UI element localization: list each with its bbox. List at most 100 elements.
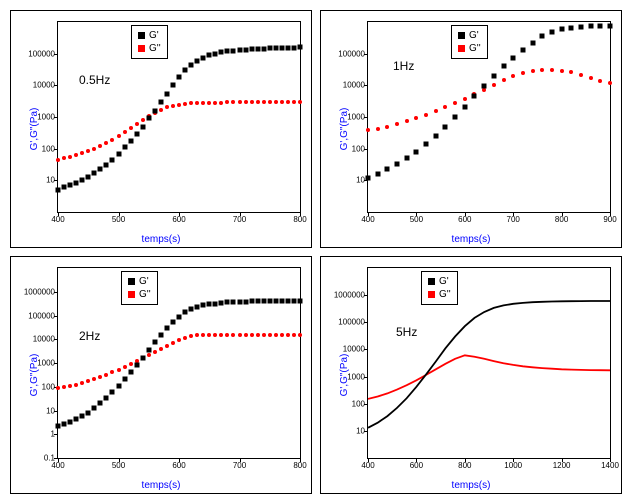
series-g2-marker (434, 109, 438, 113)
square-icon (458, 45, 465, 52)
series-g2-marker (171, 104, 175, 108)
series-g2-marker (225, 333, 229, 337)
series-g2-marker (183, 336, 187, 340)
series-g1-marker (189, 307, 194, 312)
series-g2-marker (117, 368, 121, 372)
series-g1-marker (164, 326, 169, 331)
series-g2-marker (201, 101, 205, 105)
x-axis-label: temps(s) (452, 480, 491, 491)
series-g1-marker (86, 174, 91, 179)
legend-label-g2: G'' (439, 288, 451, 301)
series-g1-marker (140, 124, 145, 129)
series-g1-marker (189, 62, 194, 67)
series-g2-marker (62, 156, 66, 160)
y-axis-label: G',G"(Pa) (339, 354, 350, 397)
legend-label-g1: G' (469, 29, 479, 42)
series-g2-marker (405, 119, 409, 123)
series-g2-marker (256, 100, 260, 104)
series-g1-marker (491, 73, 496, 78)
y-axis-label: G',G"(Pa) (29, 354, 40, 397)
series-g1-marker (279, 45, 284, 50)
series-g1-marker (249, 47, 254, 52)
y-tick-label: 1000000 (334, 291, 368, 300)
figure-grid: 10100100010000100000400500600700800G',G"… (10, 10, 622, 494)
series-g1-marker (213, 301, 218, 306)
series-g2-marker (292, 100, 296, 104)
series-g1-marker (219, 300, 224, 305)
series-g1-marker (243, 47, 248, 52)
series-g2-marker (424, 113, 428, 117)
legend-label-g2: G'' (149, 42, 161, 55)
series-g1-marker (158, 333, 163, 338)
legend-item-g2: G'' (428, 288, 451, 301)
series-g1-marker (298, 45, 303, 50)
series-g2-marker (502, 78, 506, 82)
series-g2-marker (366, 128, 370, 132)
series-layer (58, 22, 300, 212)
series-g2-marker (608, 81, 612, 85)
series-g2-marker (86, 149, 90, 153)
series-g1-marker (134, 363, 139, 368)
series-g1-marker (116, 151, 121, 156)
series-g2-marker (244, 100, 248, 104)
x-axis-label: temps(s) (142, 480, 181, 491)
series-g1-marker (540, 34, 545, 39)
legend: G'G'' (131, 25, 168, 59)
series-g1-marker (237, 299, 242, 304)
series-g2-marker (492, 83, 496, 87)
series-g1-marker (267, 46, 272, 51)
series-g2-marker (104, 373, 108, 377)
panel-2hz: 0.11101001000100001000001000000400500600… (10, 256, 312, 494)
series-g1-marker (68, 183, 73, 188)
series-g1-marker (385, 167, 390, 172)
series-g2-marker (165, 344, 169, 348)
series-g1-marker (588, 24, 593, 29)
series-g2-marker (189, 101, 193, 105)
series-g2-marker (219, 101, 223, 105)
series-g2-marker (153, 350, 157, 354)
series-g2-marker (80, 381, 84, 385)
frequency-label: 1Hz (393, 59, 414, 73)
series-g1-marker (92, 406, 97, 411)
series-g2-marker (521, 71, 525, 75)
series-g2-marker (117, 134, 121, 138)
series-g2-marker (274, 333, 278, 337)
series-g1-marker (225, 49, 230, 54)
series-g2-marker (598, 79, 602, 83)
series-g1-marker (110, 390, 115, 395)
frequency-label: 0.5Hz (79, 73, 110, 87)
series-g2-marker (74, 153, 78, 157)
series-g2-marker (376, 127, 380, 131)
series-g1-marker (225, 300, 230, 305)
series-g2-marker (286, 100, 290, 104)
series-g2-marker (104, 141, 108, 145)
series-g1-marker (291, 298, 296, 303)
square-icon (138, 45, 145, 52)
series-g2-marker (147, 353, 151, 357)
legend-label-g2: G'' (469, 42, 481, 55)
series-g1-marker (243, 299, 248, 304)
series-layer (368, 22, 610, 212)
series-g2-marker (74, 383, 78, 387)
series-layer (368, 268, 610, 458)
series-g1-marker (195, 58, 200, 63)
series-g2-marker (262, 100, 266, 104)
panel-1hz: 10100100010000100000400500600700800900G'… (320, 10, 622, 248)
series-g2-marker (56, 158, 60, 162)
series-g1-marker (433, 133, 438, 138)
series-g1-marker (249, 299, 254, 304)
legend-item-g1: G' (128, 275, 151, 288)
legend-item-g2: G'' (128, 288, 151, 301)
legend-label-g1: G' (439, 275, 449, 288)
series-g1-marker (98, 167, 103, 172)
series-g1-marker (482, 84, 487, 89)
series-g1-marker (152, 340, 157, 345)
series-g2-marker (268, 100, 272, 104)
series-g1-marker (395, 162, 400, 167)
series-g1-marker (414, 149, 419, 154)
series-g1-marker (74, 417, 79, 422)
series-g1-marker (569, 25, 574, 30)
series-g2-marker (110, 370, 114, 374)
series-g2-marker (183, 102, 187, 106)
series-g2-marker (238, 100, 242, 104)
